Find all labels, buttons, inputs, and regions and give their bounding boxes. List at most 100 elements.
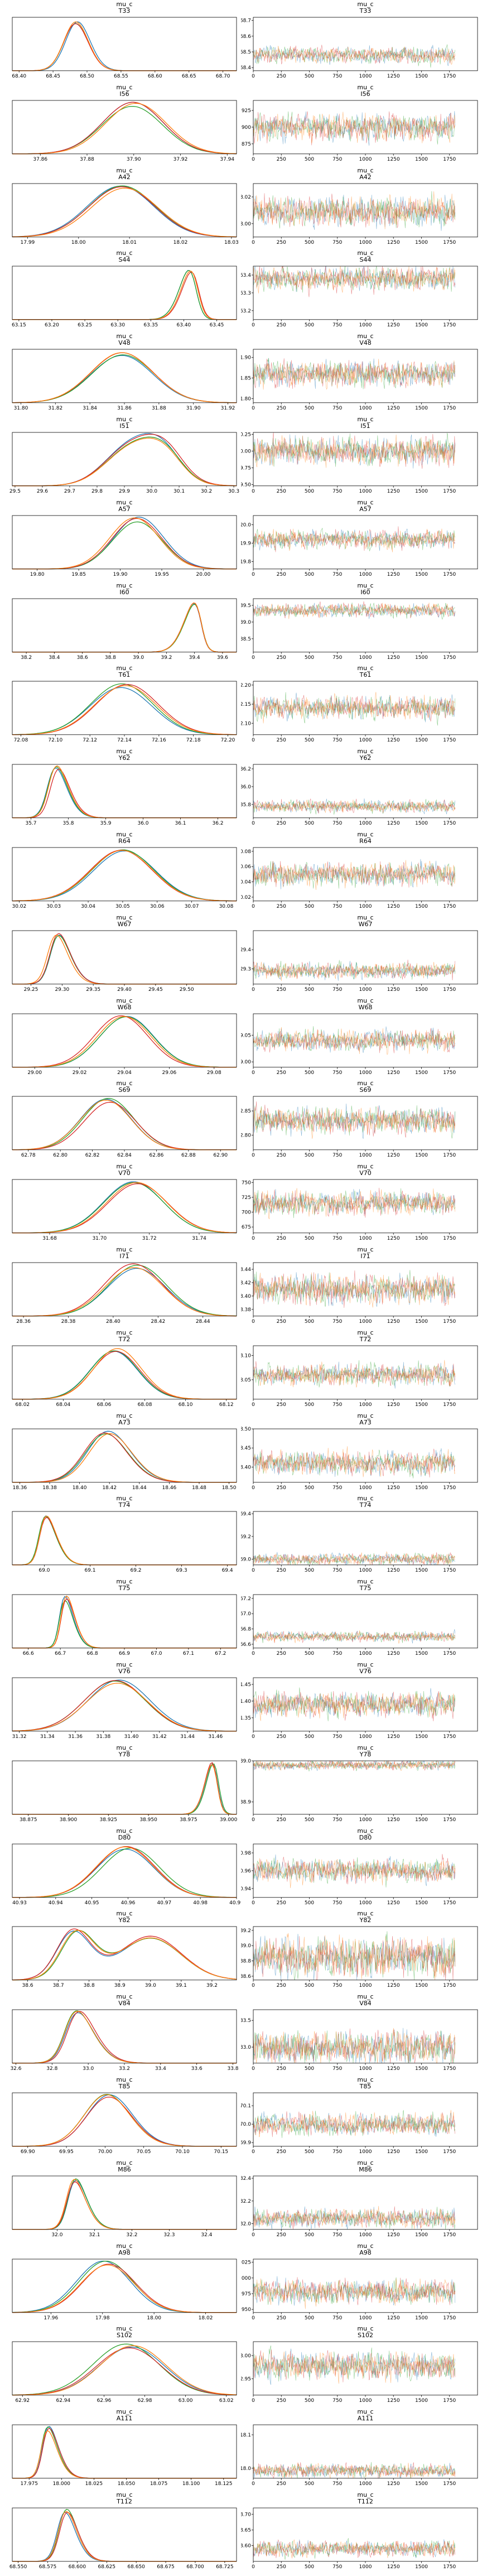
x-tick-label: 28.38 xyxy=(61,1319,76,1325)
x-tick-label: 0 xyxy=(252,2149,255,2155)
panel-title: T61 xyxy=(359,671,372,678)
x-tick-label: 1750 xyxy=(443,74,456,79)
series-line xyxy=(12,102,237,155)
series-line xyxy=(12,2094,237,2147)
y-tick-label: 31.85 xyxy=(241,376,251,382)
x-tick-label: 1750 xyxy=(443,406,456,411)
plot-frame xyxy=(12,1677,237,1732)
x-tick-label: 30.02 xyxy=(12,904,26,909)
x-tick-label: 18.075 xyxy=(150,2481,168,2487)
x-tick-label: 31.88 xyxy=(152,406,166,411)
x-tick-label: 70.05 xyxy=(137,2149,151,2155)
x-tick-label: 500 xyxy=(305,2564,314,2570)
x-tick-label: 68.65 xyxy=(182,74,196,79)
x-tick-label: 0 xyxy=(252,1983,255,1988)
series-line xyxy=(12,2012,237,2064)
trace-panel: mu_c M86 0 250 500 750 1000 1250 1500 1750 32.0 32.… xyxy=(240,2159,482,2242)
x-tick-label: 37.86 xyxy=(33,157,47,162)
x-tick-label: 0 xyxy=(252,1319,255,1325)
x-tick-label: 1500 xyxy=(415,157,428,162)
trace-panel: mu_c A57 0 250 500 750 1000 1250 1500 1750 19.8 19.… xyxy=(240,498,482,581)
x-tick-label: 63.30 xyxy=(110,322,125,328)
panel-title: V76 xyxy=(359,1668,372,1675)
plot-frame xyxy=(12,515,237,569)
panel-title: S69 xyxy=(119,1086,131,1094)
x-tick-label: 1750 xyxy=(443,2149,456,2155)
panel-title: A111 xyxy=(117,2415,133,2422)
series-line xyxy=(253,2276,456,2305)
x-tick-label: 1000 xyxy=(359,2232,372,2238)
series-line xyxy=(12,685,237,735)
y-tick-label: 36.2 xyxy=(241,767,251,772)
x-tick-label: 0 xyxy=(252,2564,255,2570)
density-panel: mu_c T74 69.0 69.1 69.2 69.3 69.4 xyxy=(0,1494,241,1577)
series-line xyxy=(253,434,456,468)
x-tick-label: 40.98 xyxy=(193,1900,208,1905)
panel-title: V48 xyxy=(359,339,372,346)
series-line xyxy=(12,1015,237,1068)
series-line xyxy=(12,1848,237,1898)
x-tick-label: 30.06 xyxy=(150,904,165,909)
x-tick-label: 1750 xyxy=(443,489,456,494)
x-tick-label: 500 xyxy=(305,1070,314,1075)
x-tick-label: 19.85 xyxy=(71,572,86,577)
x-tick-label: 750 xyxy=(332,2232,342,2238)
y-tick-label: 39.5 xyxy=(241,603,251,609)
series-line xyxy=(253,798,456,814)
density-panel: mu_c I60 38.2 38.4 38.6 38.8 39.0 39.2 39.4 39.6 xyxy=(0,581,241,665)
x-tick-label: 38.950 xyxy=(139,1817,157,1823)
x-tick-label: 62.90 xyxy=(213,1153,228,1158)
series-line xyxy=(12,2430,237,2479)
series-line xyxy=(12,2011,237,2064)
y-tick-label: 30.00 xyxy=(241,449,251,455)
x-tick-label: 29.35 xyxy=(86,987,100,993)
x-tick-label: 250 xyxy=(277,74,286,79)
series-line xyxy=(253,1270,456,1308)
series-line xyxy=(253,1551,456,1566)
x-tick-label: 1500 xyxy=(415,821,428,826)
x-tick-label: 62.96 xyxy=(97,2398,112,2404)
x-tick-label: 250 xyxy=(277,738,286,743)
x-tick-label: 250 xyxy=(277,1402,286,1408)
panel-title: A57 xyxy=(359,505,372,513)
panel-title: V76 xyxy=(118,1668,131,1675)
panel-title: V84 xyxy=(359,2000,372,2007)
panel-title: mu_c xyxy=(116,1329,132,1336)
x-tick-label: 69.3 xyxy=(176,1568,187,1573)
x-tick-label: 68.40 xyxy=(12,74,26,79)
panel-title: T72 xyxy=(118,1336,131,1343)
x-tick-label: 750 xyxy=(332,1734,342,1740)
panel-title: mu_c xyxy=(116,1744,132,1751)
series-line xyxy=(253,192,456,228)
series-line xyxy=(12,1016,237,1068)
x-tick-label: 28.42 xyxy=(151,1319,165,1325)
x-tick-label: 37.92 xyxy=(173,157,188,162)
x-tick-label: 18.000 xyxy=(53,2481,71,2487)
series-line xyxy=(12,354,237,403)
x-tick-label: 62.92 xyxy=(15,2398,30,2404)
series-line xyxy=(12,683,237,735)
panel-title: Y62 xyxy=(118,754,131,762)
x-tick-label: 1000 xyxy=(359,322,372,328)
plot-frame xyxy=(12,1594,237,1649)
y-tick-label: 62.85 xyxy=(241,1109,251,1115)
x-tick-label: 0 xyxy=(252,157,255,162)
x-tick-label: 31.86 xyxy=(117,406,132,411)
series-line xyxy=(253,528,456,552)
series-line xyxy=(12,1351,237,1400)
density-panel: mu_c V48 31.80 31.82 31.84 31.86 31.88 31.90 31.… xyxy=(0,332,241,415)
x-tick-label: 250 xyxy=(277,2066,286,2072)
plot-frame xyxy=(12,1262,237,1317)
panel-title: V70 xyxy=(359,1169,372,1177)
x-tick-label: 72.16 xyxy=(152,738,166,743)
x-tick-label: 500 xyxy=(305,1402,314,1408)
series-line xyxy=(12,352,237,403)
x-tick-label: 750 xyxy=(332,1319,342,1325)
x-tick-label: 31.38 xyxy=(96,1734,110,1740)
x-tick-label: 1250 xyxy=(387,1070,400,1075)
series-line xyxy=(12,1680,237,1732)
